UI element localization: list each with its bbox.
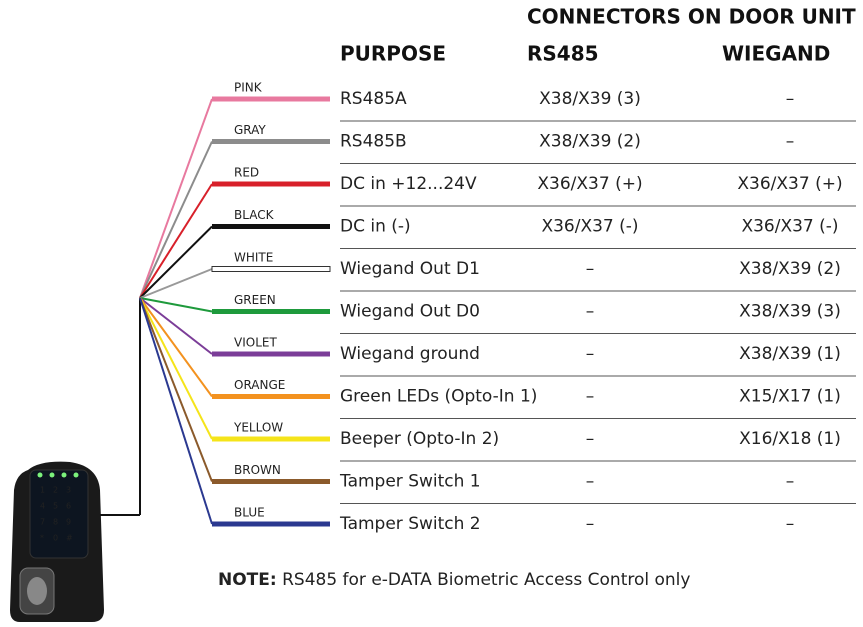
wire	[212, 394, 330, 399]
wiegand-connector: –	[786, 89, 795, 109]
rs485-connector: X36/X37 (-)	[541, 217, 638, 237]
wire	[212, 96, 330, 102]
wiegand-connector: X16/X18 (1)	[739, 429, 841, 449]
purpose: Green LEDs (Opto-In 1)	[340, 387, 537, 407]
wiegand-header: WIEGAND	[722, 42, 830, 66]
wire-fan	[139, 297, 213, 525]
wire-fan	[139, 183, 213, 299]
purpose: Wiegand Out D1	[340, 259, 480, 279]
svg-text:0: 0	[53, 534, 58, 543]
rs485-connector: X38/X39 (2)	[539, 132, 641, 152]
purpose: RS485A	[340, 89, 407, 109]
wire-fan	[139, 141, 213, 299]
wire	[212, 181, 330, 187]
wire	[212, 521, 330, 527]
wire-label: GRAY	[234, 123, 266, 137]
rs485-connector: –	[586, 429, 595, 449]
svg-text:1: 1	[40, 486, 45, 495]
wiegand-connector: –	[786, 514, 795, 534]
purpose: Beeper (Opto-In 2)	[340, 429, 499, 449]
purpose: RS485B	[340, 132, 407, 152]
wiegand-connector: X36/X37 (-)	[741, 217, 838, 237]
note-label: NOTE:	[218, 570, 277, 590]
rs485-connector: X36/X37 (+)	[537, 174, 642, 194]
wire-label: WHITE	[234, 251, 273, 265]
wire	[212, 139, 330, 144]
purpose: DC in (-)	[340, 217, 411, 237]
svg-text:*: *	[40, 534, 44, 543]
svg-text:9: 9	[66, 518, 71, 527]
svg-text:#: #	[66, 534, 73, 543]
wire-fan	[139, 268, 213, 299]
wire-label: GREEN	[234, 293, 276, 307]
wiegand-connector: –	[786, 472, 795, 492]
wiegand-connector: X38/X39 (2)	[739, 259, 841, 279]
rs485-header: RS485	[527, 42, 599, 66]
purpose-header: PURPOSE	[340, 42, 446, 66]
note-text: RS485 for e-DATA Biometric Access Contro…	[282, 570, 690, 590]
wire-fan	[139, 297, 213, 355]
wire-label: VIOLET	[234, 336, 277, 350]
wire-label: RED	[234, 166, 259, 180]
wire	[212, 309, 330, 314]
wiegand-connector: X38/X39 (3)	[739, 302, 841, 322]
svg-text:2: 2	[53, 486, 58, 495]
purpose: Wiegand ground	[340, 344, 480, 364]
wire-label: BLUE	[234, 506, 265, 520]
rs485-connector: X38/X39 (3)	[539, 89, 641, 109]
group-header: CONNECTORS ON DOOR UNIT	[527, 5, 856, 29]
wiegand-connector: X36/X37 (+)	[737, 174, 842, 194]
svg-text:7: 7	[40, 518, 45, 527]
wire-fan	[139, 297, 213, 440]
wire-fan	[139, 98, 213, 299]
rs485-connector: –	[586, 344, 595, 364]
wire-fan	[139, 225, 213, 299]
wire-label: ORANGE	[234, 378, 285, 392]
rs485-connector: –	[586, 514, 595, 534]
rs485-connector: –	[586, 387, 595, 407]
svg-text:4: 4	[40, 502, 45, 511]
wiegand-connector: X38/X39 (1)	[739, 344, 841, 364]
purpose: Tamper Switch 1	[339, 472, 481, 492]
wire-fan	[139, 297, 213, 482]
wire	[212, 436, 330, 442]
wire-fan	[139, 297, 213, 313]
rs485-connector: –	[586, 302, 595, 322]
svg-text:5: 5	[53, 502, 58, 511]
svg-text:3: 3	[66, 486, 71, 495]
svg-text:8: 8	[53, 518, 58, 527]
wire	[212, 479, 330, 484]
wire-label: PINK	[234, 81, 263, 95]
purpose: DC in +12...24V	[340, 174, 477, 194]
purpose: Tamper Switch 2	[339, 514, 481, 534]
rs485-connector: –	[586, 472, 595, 492]
wire-label: BROWN	[234, 463, 281, 477]
wiegand-connector: –	[786, 132, 795, 152]
wire	[211, 266, 331, 272]
wire-label: YELLOW	[233, 421, 283, 435]
svg-text:6: 6	[66, 502, 71, 511]
wire-fan	[139, 297, 213, 398]
wire	[212, 224, 330, 229]
rs485-connector: –	[586, 259, 595, 279]
note: NOTE: RS485 for e-DATA Biometric Access …	[218, 570, 690, 590]
purpose: Wiegand Out D0	[340, 302, 480, 322]
wire	[212, 351, 330, 357]
wire-label: BLACK	[234, 208, 275, 222]
wiegand-connector: X15/X17 (1)	[739, 387, 841, 407]
